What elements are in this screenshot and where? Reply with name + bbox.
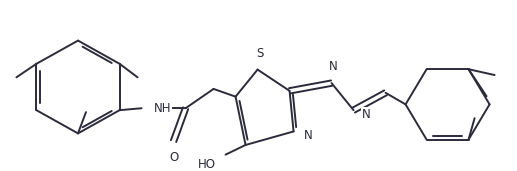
Text: NH: NH: [154, 102, 171, 115]
Text: O: O: [169, 151, 178, 164]
Text: N: N: [329, 61, 338, 74]
Text: S: S: [256, 47, 263, 60]
Text: HO: HO: [197, 158, 216, 171]
Text: N: N: [361, 108, 370, 121]
Text: N: N: [303, 129, 312, 142]
